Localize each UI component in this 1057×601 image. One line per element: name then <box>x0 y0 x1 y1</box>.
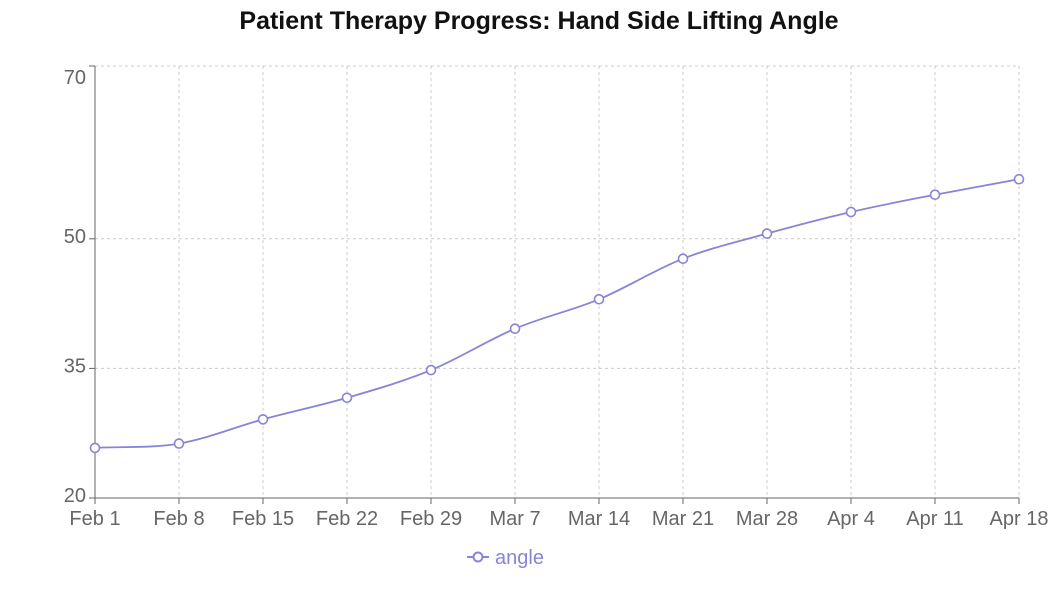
data-point-marker[interactable] <box>341 392 353 404</box>
y-axis-tick-label: 35 <box>64 355 86 377</box>
x-axis-tick-label: Mar 14 <box>568 508 630 530</box>
data-point-marker[interactable] <box>845 206 857 218</box>
x-axis-tick-label: Feb 8 <box>153 508 204 530</box>
x-axis-tick-label: Feb 15 <box>232 508 294 530</box>
cartesian-grid <box>94 65 1020 498</box>
data-point-marker[interactable] <box>425 364 437 376</box>
data-point-marker[interactable] <box>173 438 185 449</box>
series-line <box>94 178 1020 449</box>
data-point-marker[interactable] <box>1013 173 1025 185</box>
axes: 20 35 50 70 Feb 1 Feb 8 Feb 15 Feb 22 Feb 29 Mar … <box>64 65 1049 530</box>
x-axis-tick-label: Feb 29 <box>400 508 462 530</box>
x-axis-tick-label: Mar 21 <box>652 508 714 530</box>
x-axis-tick-label: Feb 1 <box>69 508 120 530</box>
series-angle <box>89 173 1025 454</box>
x-axis-tick-label: Mar 28 <box>736 508 798 530</box>
data-point-marker[interactable] <box>593 293 605 305</box>
data-point-marker[interactable] <box>89 442 101 454</box>
x-axis-tick-label: Apr 4 <box>827 508 875 530</box>
y-axis-tick-label: 50 <box>64 226 86 248</box>
chart-title: Patient Therapy Progress: Hand Side Lift… <box>239 7 838 35</box>
data-point-marker[interactable] <box>677 253 689 265</box>
y-axis-tick-label: 70 <box>64 67 86 89</box>
legend-item-angle[interactable]: angle <box>467 547 544 569</box>
data-point-marker[interactable] <box>257 414 269 425</box>
x-axis-tick-label: Apr 11 <box>906 508 963 530</box>
y-axis-tick-label: 20 <box>64 485 86 507</box>
legend-label: angle <box>495 547 544 569</box>
x-axis-tick-label: Feb 22 <box>316 508 378 530</box>
x-axis-tick-label: Mar 7 <box>489 508 540 530</box>
data-point-marker[interactable] <box>509 323 521 335</box>
data-point-marker[interactable] <box>929 189 941 200</box>
data-point-marker[interactable] <box>761 228 773 239</box>
x-axis-tick-label: Apr 18 <box>990 508 1049 530</box>
legend-dot-icon <box>472 551 484 563</box>
